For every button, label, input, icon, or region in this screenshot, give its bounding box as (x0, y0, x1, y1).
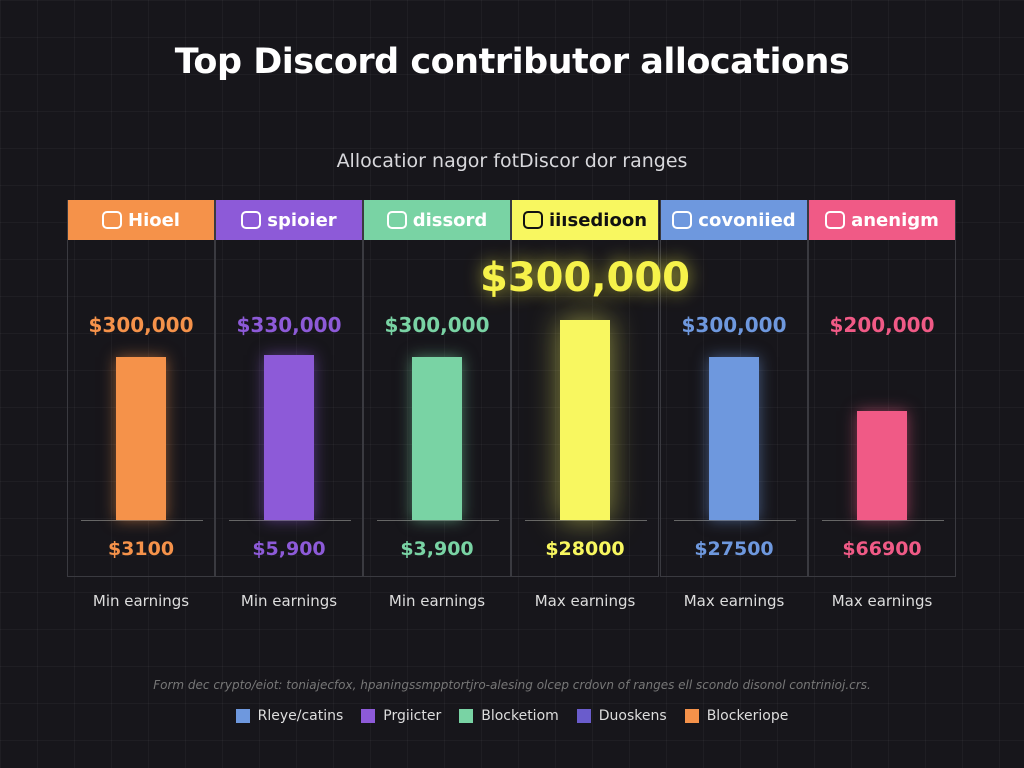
column-header: anenigm (809, 200, 955, 240)
column-0: Hioel $300,000 $3100 (67, 200, 215, 577)
column-header: iiısedioon (512, 200, 658, 240)
legend-item: Prgiicter (361, 708, 441, 724)
baseline (525, 520, 647, 521)
column-1: spioier $330,000 $5,900 (215, 200, 363, 577)
brand-icon (102, 211, 122, 229)
legend-swatch (459, 709, 474, 723)
bar-0 (116, 357, 166, 520)
legend-item: Blocketiom (459, 708, 559, 724)
category-label: anenigm (851, 209, 939, 231)
legend-item: Blockeriope (684, 708, 789, 724)
column-header: dissord (364, 200, 510, 240)
legend-label: Rleye/catins (257, 708, 344, 724)
category-label: spioier (267, 209, 337, 231)
legend-swatch (684, 709, 699, 723)
legend-label: Duoskens (598, 708, 667, 724)
highlight-value-label: $300,000 (479, 255, 691, 301)
category-label: dissord (412, 209, 488, 231)
min-label: $28000 (545, 538, 625, 560)
baseline (674, 520, 796, 521)
legend: Rleye/catins Prgiicter Blocketiom Duoskens B… (0, 708, 1024, 724)
baseline (822, 520, 944, 521)
min-label: $3100 (107, 538, 175, 560)
baseline (377, 520, 499, 521)
earnings-label: Max earnings (534, 592, 636, 610)
bar-3 (560, 320, 610, 520)
value-label: $300,000 (384, 313, 490, 337)
legend-item: Duoskens (576, 708, 667, 724)
legend-swatch (361, 709, 376, 723)
legend-label: Prgiicter (383, 708, 442, 724)
legend-item: Rleye/catins (235, 708, 344, 724)
footnote: Form dec crypto/eiot: toniajecfox, hpani… (153, 678, 871, 692)
column-2: dissord $300,000 $3,900 (363, 200, 511, 577)
bar-5 (857, 411, 907, 520)
value-label: $200,000 (829, 313, 935, 337)
min-label: $5,900 (252, 538, 326, 560)
value-label: $300,000 (681, 313, 787, 337)
min-label: $3,900 (400, 538, 474, 560)
column-4: covoniied $300,000 $27500 (660, 200, 808, 577)
bar-1 (264, 355, 314, 520)
category-label: iiısedioon (548, 209, 648, 231)
value-label: $330,000 (236, 313, 342, 337)
brand-icon (672, 211, 693, 229)
legend-swatch (576, 709, 591, 723)
value-label: $300,000 (88, 313, 194, 337)
legend-swatch (235, 709, 250, 723)
column-3: iiısedioon $28000 (511, 200, 659, 577)
category-label: covoniied (698, 209, 796, 231)
chart-subtitle: Allocatior nagor fotDiscor dor ranges (336, 150, 688, 172)
column-header: covoniied (661, 200, 807, 240)
legend-label: Blocketiom (481, 708, 559, 724)
column-header: Hioel (68, 200, 214, 240)
chart-title: Top Discord contributor allocations (174, 42, 850, 82)
brand-icon (241, 211, 262, 229)
min-label: $66900 (842, 538, 922, 560)
baseline (229, 520, 351, 521)
category-label: Hioel (128, 209, 180, 231)
earnings-label: Min earnings (92, 592, 190, 610)
min-label: $27500 (694, 538, 774, 560)
column-header: spioier (216, 200, 362, 240)
earnings-label: Min earnings (388, 592, 486, 610)
earnings-label: Max earnings (683, 592, 785, 610)
earnings-label: Max earnings (831, 592, 933, 610)
brand-icon (386, 211, 407, 229)
brand-icon (522, 211, 543, 229)
baseline (81, 520, 203, 521)
column-5: anenigm $200,000 $66900 (808, 200, 956, 577)
earnings-label: Min earnings (240, 592, 338, 610)
legend-label: Blockeriope (706, 708, 789, 724)
bar-4 (709, 357, 759, 520)
bar-2 (412, 357, 462, 520)
brand-icon (825, 211, 846, 229)
